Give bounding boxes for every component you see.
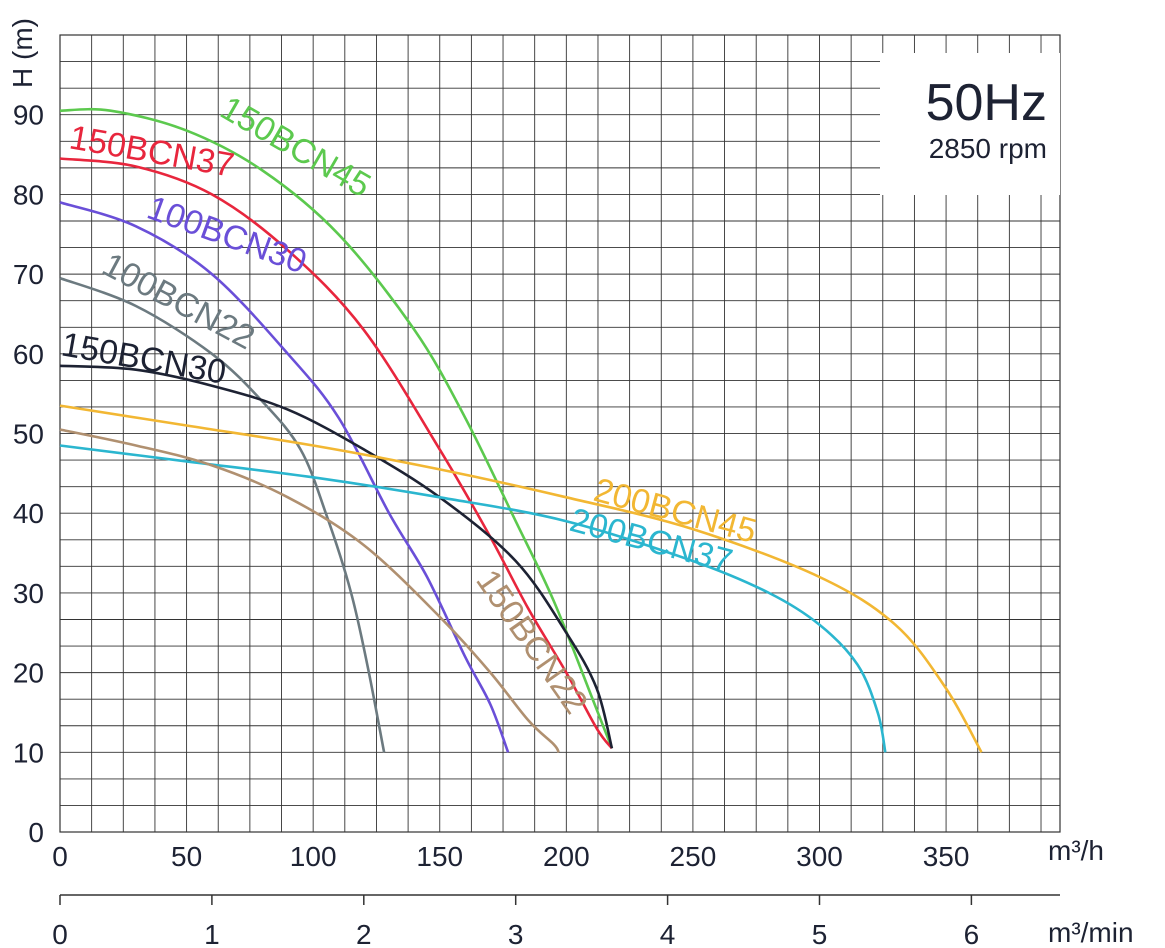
x-tick-label-m3h: 0 (52, 841, 68, 872)
x-tick-label-m3h: 200 (543, 841, 590, 872)
x-axis-unit-m3h: m³/h (1048, 835, 1104, 866)
curve-150bcn37 (59, 157, 613, 750)
curve-200bcn37 (59, 444, 887, 753)
y-tick-label: 10 (13, 737, 44, 768)
x-tick-label-m3min: 0 (52, 919, 68, 948)
curve-150bcn22 (59, 428, 560, 753)
y-tick-label: 70 (13, 259, 44, 290)
x-tick-label-m3h: 150 (416, 841, 463, 872)
x-tick-label-m3h: 100 (290, 841, 337, 872)
curve-label-150bcn37: 150BCN37 (67, 118, 237, 184)
y-tick-label: 20 (13, 658, 44, 689)
x-tick-label-m3h: 50 (171, 841, 202, 872)
x-tick-label-m3min: 6 (964, 919, 980, 948)
y-tick-label: 80 (13, 179, 44, 210)
x-tick-labels-m3h: 0 50 100 150 200 250 300 350 (52, 841, 969, 872)
y-tick-label: 60 (13, 339, 44, 370)
x-tick-label-m3h: 250 (670, 841, 717, 872)
curve-150bcn45 (59, 107, 614, 749)
curve-150bcn30 (59, 364, 614, 749)
x-axis-unit-m3min: m³/min (1048, 917, 1134, 948)
y-tick-label: 40 (13, 498, 44, 529)
y-tick-label: 0 (28, 817, 44, 848)
y-tick-label: 50 (13, 419, 44, 450)
x-tick-labels-m3min: 0 1 2 3 4 5 6 (52, 895, 979, 948)
x-tick-label-m3min: 1 (204, 919, 220, 948)
y-tick-label: 90 (13, 100, 44, 131)
x-tick-label-m3min: 2 (356, 919, 372, 948)
x-tick-label-m3min: 4 (660, 919, 676, 948)
curve-labels: 150BCN45150BCN37100BCN30100BCN22150BCN30… (59, 89, 761, 721)
x-tick-label-m3min: 5 (812, 919, 828, 948)
speed-label: 2850 rpm (929, 133, 1047, 164)
y-axis-label: H (m) (7, 18, 38, 88)
x-tick-label-m3h: 300 (796, 841, 843, 872)
curve-label-150bcn45: 150BCN45 (214, 89, 377, 205)
curves (59, 107, 983, 753)
x-tick-label-m3h: 350 (923, 841, 970, 872)
y-tick-labels: 0 10 20 30 40 50 60 70 80 90 (13, 100, 44, 848)
curve-100bcn22 (59, 276, 386, 753)
x-tick-label-m3min: 3 (508, 919, 524, 948)
frequency-label: 50Hz (926, 74, 1047, 132)
curve-200bcn45 (59, 404, 983, 753)
frequency-panel: 50Hz 2850 rpm (880, 53, 1060, 195)
y-tick-label: 30 (13, 578, 44, 609)
